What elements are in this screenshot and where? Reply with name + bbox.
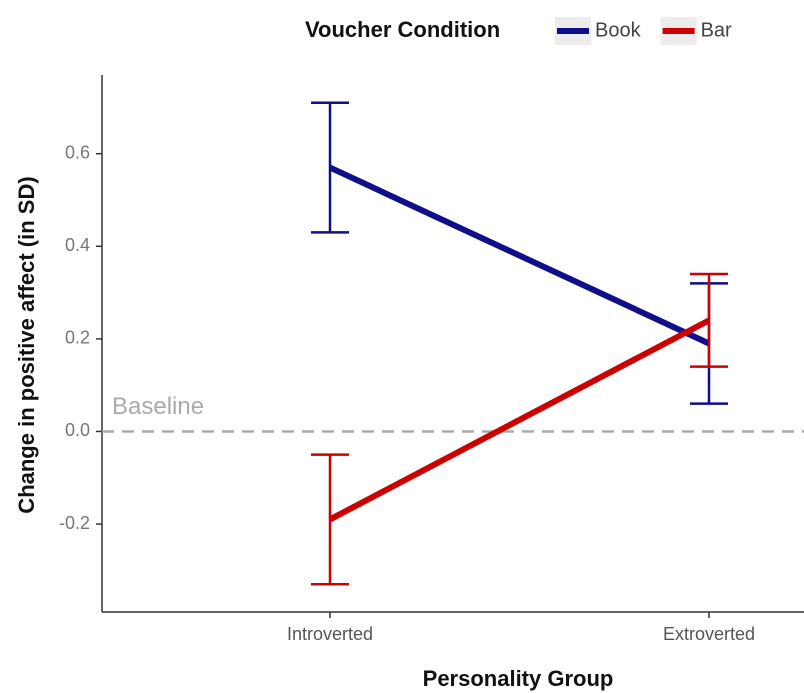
y-tick-label: 0.6 bbox=[65, 142, 90, 162]
series-line bbox=[328, 317, 711, 523]
y-tick-label: -0.2 bbox=[59, 513, 90, 533]
y-tick-label: 0.4 bbox=[65, 235, 90, 255]
series-line bbox=[328, 164, 711, 347]
legend-title: Voucher Condition bbox=[305, 17, 500, 42]
baseline-label: Baseline bbox=[112, 393, 204, 420]
y-axis-label: Change in positive affect (in SD) bbox=[14, 176, 39, 513]
x-axis-label: Personality Group bbox=[423, 666, 614, 691]
x-tick-label: Extroverted bbox=[663, 624, 755, 644]
legend-label: Bar bbox=[701, 19, 732, 41]
y-tick-label: 0.0 bbox=[65, 420, 90, 440]
x-tick-label: Introverted bbox=[287, 624, 373, 644]
y-tick-label: 0.2 bbox=[65, 328, 90, 348]
legend-label: Book bbox=[595, 19, 642, 41]
